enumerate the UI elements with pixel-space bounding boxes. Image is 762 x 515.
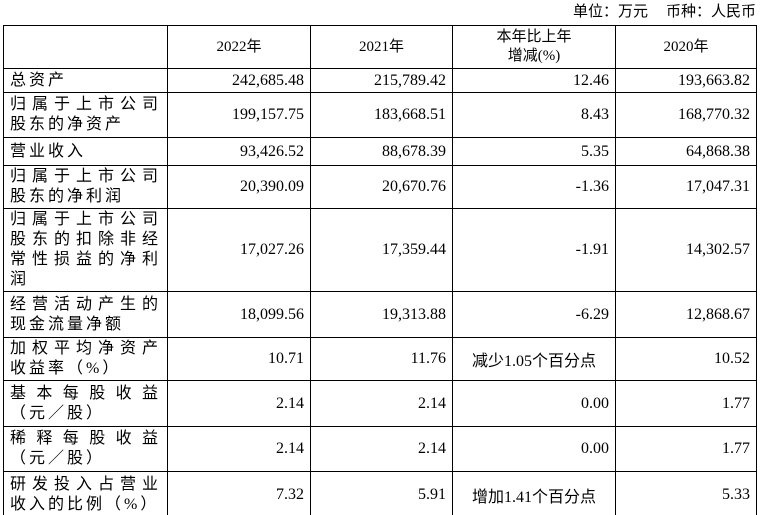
currency-label: 币种：人民币 (665, 4, 756, 20)
table-row-weighted-avg-roe: 加权平均净资产收益率（%） 10.71 11.76 减少1.05个百分点 10.… (3, 337, 757, 381)
cell-2020: 1.77 (615, 380, 757, 427)
cell-change: 0.00 (452, 426, 616, 472)
cell-change: 5.35 (452, 137, 616, 166)
cell-2022: 10.71 (167, 337, 311, 381)
key-financial-indicators-table: 2022年 2021年 本年比上年 增减(%) 2020年 总资产 242,68… (3, 25, 757, 515)
table-row-basic-eps: 基本每股收益（元／股） 2.14 2.14 0.00 1.77 (3, 380, 757, 427)
row-label: 总资产 (3, 68, 168, 93)
cell-change: 减少1.05个百分点 (452, 337, 616, 381)
cell-2021: 20,670.76 (310, 165, 453, 209)
cell-2022: 2.14 (167, 380, 311, 427)
header-indicator (3, 25, 168, 69)
table-row-rd-expense-ratio: 研发投入占营业收入的比例（%） 7.32 5.91 增加1.41个百分点 5.3… (3, 471, 757, 515)
table-row-net-profit: 归属于上市公司股东的净利润 20,390.09 20,670.76 -1.36 … (3, 165, 757, 209)
cell-2022: 93,426.52 (167, 137, 311, 166)
cell-2021: 17,359.44 (310, 208, 453, 292)
cell-2022: 20,390.09 (167, 165, 311, 209)
cell-2021: 11.76 (310, 337, 453, 381)
cell-2021: 183,668.51 (310, 92, 453, 138)
row-label: 营业收入 (3, 137, 168, 166)
cell-change: -1.91 (452, 208, 616, 292)
header-row: 2022年 2021年 本年比上年 增减(%) 2020年 (3, 25, 757, 69)
cell-change: 12.46 (452, 68, 616, 93)
cell-2022: 17,027.26 (167, 208, 311, 292)
row-label: 稀释每股收益（元／股） (3, 426, 168, 472)
cell-2020: 10.52 (615, 337, 757, 381)
table-row-operating-cash-flow: 经营活动产生的现金流量净额 18,099.56 19,313.88 -6.29 … (3, 291, 757, 338)
table-row-net-profit-excl-nonrecurring: 归属于上市公司股东的扣除非经常性损益的净利润 17,027.26 17,359.… (3, 208, 757, 292)
unit-currency-line: 单位：万元 币种：人民币 (3, 1, 756, 23)
cell-2020: 12,868.67 (615, 291, 757, 338)
cell-2021: 2.14 (310, 426, 453, 472)
cell-2020: 193,663.82 (615, 68, 757, 93)
cell-change: 0.00 (452, 380, 616, 427)
table-row-diluted-eps: 稀释每股收益（元／股） 2.14 2.14 0.00 1.77 (3, 426, 757, 472)
cell-change: 8.43 (452, 92, 616, 138)
cell-2022: 2.14 (167, 426, 311, 472)
row-label: 加权平均净资产收益率（%） (3, 337, 168, 381)
cell-2020: 14,302.57 (615, 208, 757, 292)
cell-2020: 64,868.38 (615, 137, 757, 166)
cell-2021: 5.91 (310, 471, 453, 515)
row-label: 归属于上市公司股东的扣除非经常性损益的净利润 (3, 208, 168, 292)
cell-2022: 7.32 (167, 471, 311, 515)
header-year-2022: 2022年 (167, 25, 311, 69)
table-row-revenue: 营业收入 93,426.52 88,678.39 5.35 64,868.38 (3, 137, 757, 166)
row-label: 基本每股收益（元／股） (3, 380, 168, 427)
row-label: 经营活动产生的现金流量净额 (3, 291, 168, 338)
cell-change: -6.29 (452, 291, 616, 338)
cell-2020: 1.77 (615, 426, 757, 472)
cell-2022: 199,157.75 (167, 92, 311, 138)
unit-label: 单位：万元 (572, 4, 648, 20)
cell-2022: 242,685.48 (167, 68, 311, 93)
cell-2021: 2.14 (310, 380, 453, 427)
cell-2020: 168,770.32 (615, 92, 757, 138)
header-year-2020: 2020年 (615, 25, 757, 69)
cell-2020: 17,047.31 (615, 165, 757, 209)
cell-2021: 19,313.88 (310, 291, 453, 338)
row-label: 研发投入占营业收入的比例（%） (3, 471, 168, 515)
cell-2021: 88,678.39 (310, 137, 453, 166)
row-label: 归属于上市公司股东的净资产 (3, 92, 168, 138)
table-row-total-assets: 总资产 242,685.48 215,789.42 12.46 193,663.… (3, 68, 757, 93)
cell-change: -1.36 (452, 165, 616, 209)
row-label: 归属于上市公司股东的净利润 (3, 165, 168, 209)
header-year-2021: 2021年 (310, 25, 453, 69)
header-yoy-change: 本年比上年 增减(%) (452, 25, 616, 69)
cell-2021: 215,789.42 (310, 68, 453, 93)
cell-2022: 18,099.56 (167, 291, 311, 338)
cell-2020: 5.33 (615, 471, 757, 515)
table-row-net-assets: 归属于上市公司股东的净资产 199,157.75 183,668.51 8.43… (3, 92, 757, 138)
cell-change: 增加1.41个百分点 (452, 471, 616, 515)
